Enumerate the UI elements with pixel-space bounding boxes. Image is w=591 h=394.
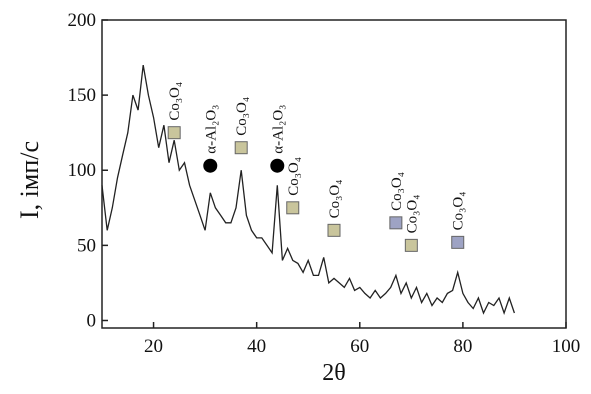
phase-marker bbox=[203, 158, 218, 173]
phase-marker bbox=[234, 141, 248, 155]
phase-label: Co₃O₄ bbox=[451, 192, 467, 231]
y-axis-label: I, імп/с bbox=[15, 141, 44, 219]
x-tick-label: 80 bbox=[453, 336, 472, 357]
phase-marker bbox=[327, 223, 341, 237]
phase-label: Co₃O₄ bbox=[389, 172, 405, 211]
y-tick-label: 50 bbox=[77, 235, 96, 256]
phase-label: Co₃O₄ bbox=[234, 97, 250, 136]
phase-marker bbox=[404, 238, 418, 252]
x-tick-label: 20 bbox=[144, 336, 163, 357]
phase-label: α-Al₂O₃ bbox=[270, 105, 286, 154]
x-tick-label: 100 bbox=[552, 336, 581, 357]
y-tick-label: 150 bbox=[68, 85, 97, 106]
y-tick-label: 0 bbox=[87, 310, 97, 331]
phase-label: Co₃O₄ bbox=[404, 195, 420, 234]
x-tick-label: 60 bbox=[350, 336, 369, 357]
phase-label: α-Al₂O₃ bbox=[203, 105, 219, 154]
x-tick-label: 40 bbox=[247, 336, 266, 357]
phase-label: Co₃O₄ bbox=[167, 82, 183, 121]
data-line bbox=[101, 64, 516, 316]
phase-marker bbox=[286, 201, 300, 215]
plot-frame bbox=[101, 19, 567, 329]
phase-marker bbox=[389, 216, 403, 230]
x-axis-label: 2θ bbox=[322, 360, 346, 386]
phase-marker bbox=[451, 235, 465, 249]
y-tick-label: 200 bbox=[68, 10, 97, 31]
phase-marker bbox=[167, 126, 181, 140]
phase-marker bbox=[270, 158, 285, 173]
phase-label: Co₃O₄ bbox=[286, 157, 302, 196]
y-tick-label: 100 bbox=[68, 160, 97, 181]
phase-label: Co₃O₄ bbox=[327, 180, 343, 219]
